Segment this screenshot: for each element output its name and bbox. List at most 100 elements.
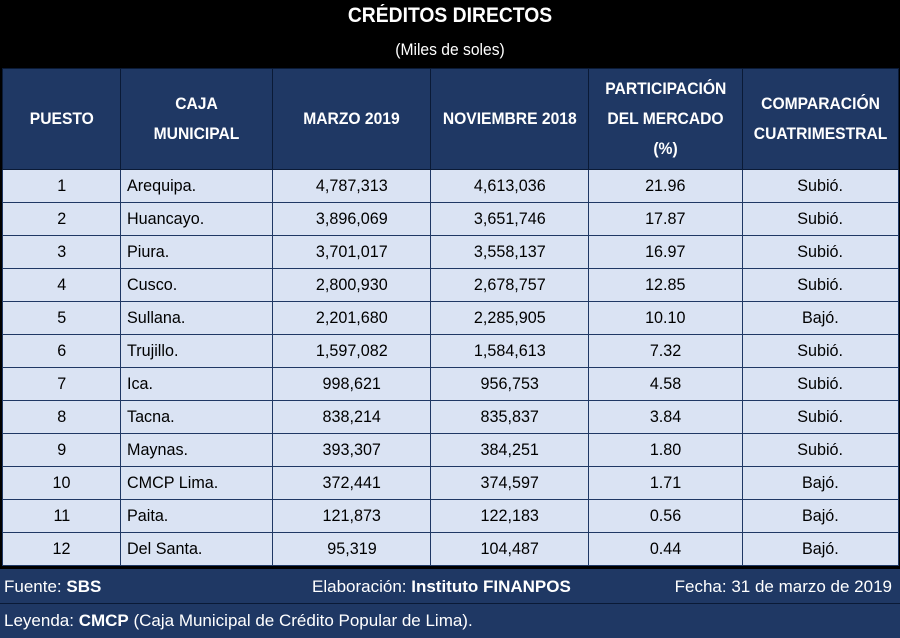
- cell-noviembre: 104,487: [430, 532, 589, 566]
- cell-puesto: 5: [2, 301, 121, 335]
- cell-marzo: 3,701,017: [272, 235, 431, 269]
- page-title: CRÉDITOS DIRECTOS: [347, 4, 553, 27]
- cell-participacion: 10.10: [588, 301, 743, 335]
- cell-puesto: 9: [2, 433, 121, 467]
- cell-caja: Paita.: [120, 499, 273, 533]
- header-comparacion: COMPARACIÓN CUATRIMESTRAL: [742, 68, 899, 170]
- cell-participacion: 7.32: [588, 334, 743, 368]
- cell-marzo: 4,787,313: [272, 169, 431, 203]
- leyenda: Leyenda: CMCP (Caja Municipal de Crédito…: [4, 611, 473, 630]
- cell-noviembre: 956,753: [430, 367, 589, 401]
- cell-puesto: 2: [2, 202, 121, 236]
- table-row: 1 Arequipa. 4,787,313 4,613,036 21.96 Subió.: [2, 169, 899, 203]
- cell-caja: Huancayo.: [120, 202, 273, 236]
- table-row: 12 Del Santa. 95,319 104,487 0.44 Bajó.: [2, 532, 899, 566]
- credits-table: PUESTO CAJA MUNICIPAL MARZO 2019 NOVIEMB…: [2, 68, 899, 566]
- table-row: 11 Paita. 121,873 122,183 0.56 Bajó.: [2, 499, 899, 533]
- fecha: Fecha: 31 de marzo de 2019: [674, 577, 892, 596]
- cell-puesto: 7: [2, 367, 121, 401]
- header-participacion: PARTICIPACIÓN DEL MERCADO (%): [588, 68, 743, 170]
- cell-caja: Cusco.: [120, 268, 273, 302]
- cell-comparacion: Bajó.: [742, 301, 899, 335]
- cell-comparacion: Subió.: [742, 169, 899, 203]
- header-marzo: MARZO 2019: [272, 68, 431, 170]
- cell-marzo: 372,441: [272, 466, 431, 500]
- cell-caja: Arequipa.: [120, 169, 273, 203]
- cell-comparacion: Subió.: [742, 268, 899, 302]
- footer-row-2: Leyenda: CMCP (Caja Municipal de Crédito…: [0, 605, 900, 637]
- cell-comparacion: Subió.: [742, 433, 899, 467]
- cell-marzo: 998,621: [272, 367, 431, 401]
- cell-participacion: 3.84: [588, 400, 743, 434]
- cell-marzo: 95,319: [272, 532, 431, 566]
- cell-noviembre: 835,837: [430, 400, 589, 434]
- header-puesto: PUESTO: [2, 68, 121, 170]
- table-row: 2 Huancayo. 3,896,069 3,651,746 17.87 Subió.: [2, 202, 899, 236]
- table-row: 3 Piura. 3,701,017 3,558,137 16.97 Subió.: [2, 235, 899, 269]
- cell-caja: CMCP Lima.: [120, 466, 273, 500]
- table-row: 6 Trujillo. 1,597,082 1,584,613 7.32 Subió.: [2, 334, 899, 368]
- cell-caja: Trujillo.: [120, 334, 273, 368]
- cell-noviembre: 374,597: [430, 466, 589, 500]
- cell-puesto: 4: [2, 268, 121, 302]
- cell-puesto: 1: [2, 169, 121, 203]
- cell-comparacion: Subió.: [742, 334, 899, 368]
- cell-participacion: 21.96: [588, 169, 743, 203]
- table-row: 8 Tacna. 838,214 835,837 3.84 Subió.: [2, 400, 899, 434]
- footer: Fuente: SBS Elaboración: Instituto FINAN…: [0, 569, 900, 638]
- cell-participacion: 12.85: [588, 268, 743, 302]
- cell-noviembre: 2,678,757: [430, 268, 589, 302]
- cell-caja: Sullana.: [120, 301, 273, 335]
- cell-marzo: 121,873: [272, 499, 431, 533]
- table-row: 9 Maynas. 393,307 384,251 1.80 Subió.: [2, 433, 899, 467]
- cell-comparacion: Subió.: [742, 400, 899, 434]
- cell-caja: Tacna.: [120, 400, 273, 434]
- cell-noviembre: 3,558,137: [430, 235, 589, 269]
- cell-puesto: 6: [2, 334, 121, 368]
- cell-comparacion: Bajó.: [742, 499, 899, 533]
- cell-puesto: 8: [2, 400, 121, 434]
- cell-caja: Del Santa.: [120, 532, 273, 566]
- elaboracion: Elaboración: Instituto FINANPOS: [312, 577, 571, 596]
- cell-marzo: 2,201,680: [272, 301, 431, 335]
- cell-marzo: 393,307: [272, 433, 431, 467]
- cell-participacion: 4.58: [588, 367, 743, 401]
- cell-puesto: 11: [2, 499, 121, 533]
- cell-noviembre: 122,183: [430, 499, 589, 533]
- table-row: 10 CMCP Lima. 372,441 374,597 1.71 Bajó.: [2, 466, 899, 500]
- cell-puesto: 12: [2, 532, 121, 566]
- cell-comparacion: Subió.: [742, 235, 899, 269]
- cell-marzo: 3,896,069: [272, 202, 431, 236]
- cell-participacion: 0.56: [588, 499, 743, 533]
- table-row: 5 Sullana. 2,201,680 2,285,905 10.10 Bajó.: [2, 301, 899, 335]
- cell-marzo: 2,800,930: [272, 268, 431, 302]
- cell-caja: Maynas.: [120, 433, 273, 467]
- cell-marzo: 1,597,082: [272, 334, 431, 368]
- cell-participacion: 0.44: [588, 532, 743, 566]
- cell-caja: Ica.: [120, 367, 273, 401]
- table-row: 4 Cusco. 2,800,930 2,678,757 12.85 Subió.: [2, 268, 899, 302]
- cell-noviembre: 1,584,613: [430, 334, 589, 368]
- title-block: CRÉDITOS DIRECTOS (Miles de soles): [0, 0, 900, 68]
- footer-row-1: Fuente: SBS Elaboración: Instituto FINAN…: [0, 571, 900, 603]
- cell-comparacion: Bajó.: [742, 532, 899, 566]
- cell-puesto: 3: [2, 235, 121, 269]
- cell-puesto: 10: [2, 466, 121, 500]
- cell-marzo: 838,214: [272, 400, 431, 434]
- cell-noviembre: 4,613,036: [430, 169, 589, 203]
- cell-noviembre: 384,251: [430, 433, 589, 467]
- cell-participacion: 17.87: [588, 202, 743, 236]
- cell-participacion: 1.71: [588, 466, 743, 500]
- fuente: Fuente: SBS: [4, 577, 102, 596]
- cell-noviembre: 3,651,746: [430, 202, 589, 236]
- cell-comparacion: Subió.: [742, 202, 899, 236]
- cell-noviembre: 2,285,905: [430, 301, 589, 335]
- header-caja: CAJA MUNICIPAL: [120, 68, 273, 170]
- header-noviembre: NOVIEMBRE 2018: [430, 68, 589, 170]
- cell-comparacion: Bajó.: [742, 466, 899, 500]
- page-subtitle: (Miles de soles): [395, 40, 505, 59]
- cell-participacion: 1.80: [588, 433, 743, 467]
- cell-participacion: 16.97: [588, 235, 743, 269]
- footer-divider: [0, 603, 900, 604]
